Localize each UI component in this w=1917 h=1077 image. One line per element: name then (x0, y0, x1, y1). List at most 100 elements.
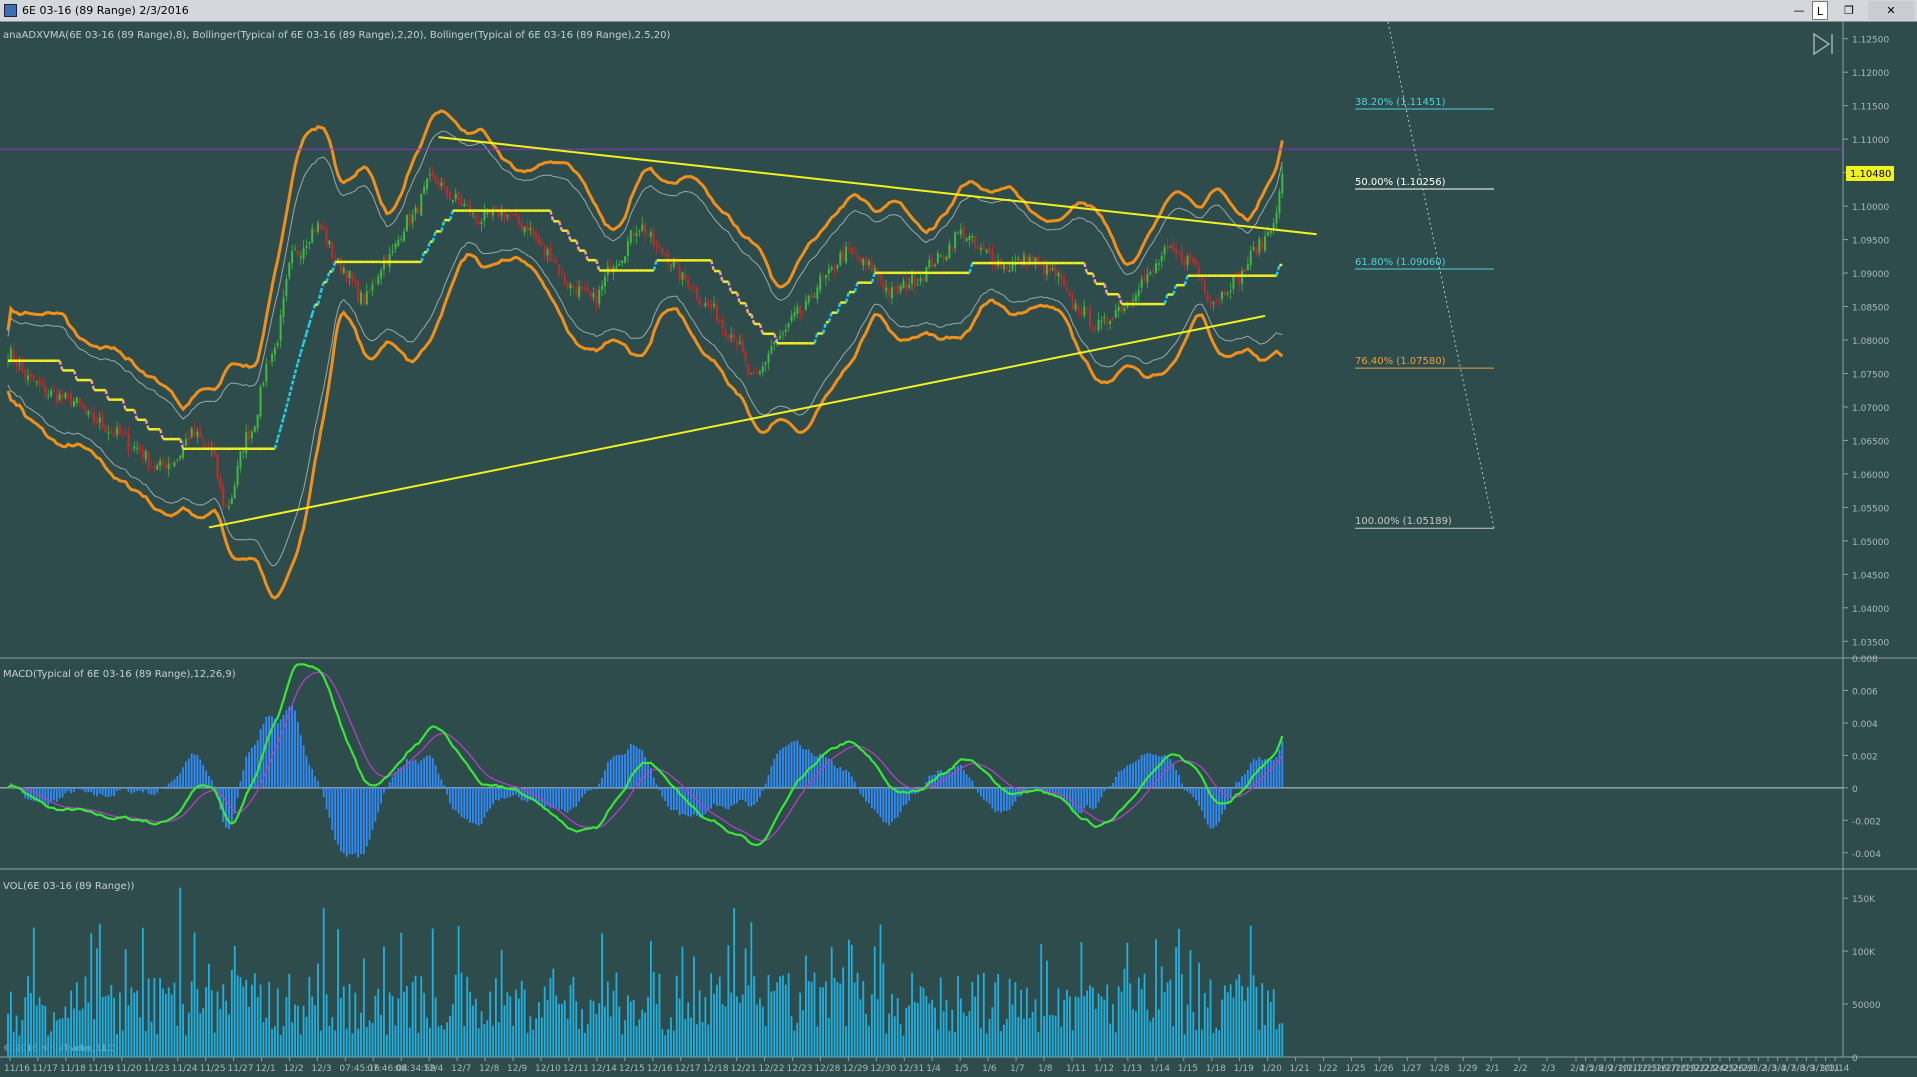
macd-histogram-bar (604, 770, 606, 788)
skip-forward-icon[interactable] (1813, 32, 1833, 56)
candle-body (362, 294, 365, 305)
chart-canvas[interactable]: anaADXVMA(6E 03-16 (89 Range),8), Bollin… (0, 22, 1917, 1077)
macd-histogram-bar (902, 787, 905, 806)
fib-level-label: 38.20% (1.11451) (1355, 97, 1446, 108)
volume-bar (724, 1006, 727, 1057)
macd-histogram-bar (1046, 787, 1048, 792)
minimize-button[interactable]: — (1793, 4, 1805, 17)
macd-histogram-bar (362, 787, 365, 855)
x-axis-label: 2/2 (1513, 1064, 1527, 1074)
adxvma-segment (709, 260, 716, 272)
macd-histogram-bar (1201, 787, 1203, 811)
volume-bar (1206, 1007, 1209, 1057)
volume-bar (1028, 1017, 1031, 1057)
volume-bar (641, 1009, 644, 1057)
candle-body (1261, 241, 1264, 249)
x-axis-label: 12/30 (870, 1064, 896, 1074)
restore-button[interactable]: ❐ (1844, 4, 1854, 17)
candle-body (664, 254, 667, 256)
volume-bar (919, 986, 922, 1057)
volume-bar (1112, 1004, 1114, 1057)
candle-body (345, 270, 348, 279)
volume-bar (1209, 979, 1212, 1057)
volume-bar (1255, 986, 1258, 1057)
volume-bar (196, 988, 199, 1057)
macd-histogram-bar (53, 787, 55, 801)
macd-histogram-bar (540, 787, 543, 805)
macd-histogram-bar (104, 787, 107, 797)
candle-body (397, 239, 400, 247)
macd-histogram-bar (449, 787, 451, 804)
macd-axis-label: 0 (1852, 785, 1858, 795)
x-axis-label: 1/18 (1206, 1064, 1226, 1074)
volume-panel[interactable] (7, 887, 1284, 1057)
volume-bar (1074, 996, 1077, 1057)
macd-histogram-bar (606, 761, 609, 788)
volume-bar (1189, 949, 1192, 1057)
x-axis-label: 2/1 (1485, 1064, 1499, 1074)
x-axis-label: 11/18 (60, 1064, 86, 1074)
adxvma-segment (144, 419, 150, 430)
macd-histogram-bar (1195, 787, 1198, 801)
candle-body (61, 393, 64, 399)
volume-bar (621, 1034, 624, 1057)
candle-body (296, 250, 299, 256)
macd-histogram-bar (836, 768, 839, 788)
macd-histogram-bar (733, 787, 736, 805)
volume-bar (1000, 1031, 1002, 1057)
candle-body (403, 231, 406, 241)
volume-bar (862, 981, 865, 1057)
macd-histogram-bar (357, 787, 360, 858)
x-axis-label: 2/18 (1666, 1064, 1686, 1074)
candle-body (437, 181, 440, 187)
candle-body (529, 227, 532, 231)
candle-body (1269, 230, 1272, 234)
candle-body (451, 199, 454, 202)
copyright-text: © 2016 NinjaTrader, LLC (3, 1044, 114, 1054)
price-panel[interactable]: 38.20% (1.11451) 50.00% (1.10256) 61.80% (… (0, 22, 1843, 600)
volume-bar (908, 1005, 911, 1057)
macd-panel[interactable] (0, 663, 1843, 858)
macd-histogram-bar (308, 764, 311, 788)
macd-histogram-bar (417, 763, 420, 788)
candle-body (911, 274, 914, 284)
volume-bar (741, 994, 744, 1057)
candle-body (271, 354, 274, 362)
volume-bar (1180, 974, 1183, 1057)
macd-histogram-bar (1235, 782, 1238, 788)
close-button[interactable]: ✕ (1868, 1, 1914, 20)
volume-bar (968, 1011, 971, 1057)
volume-bar (1051, 1014, 1054, 1057)
macd-histogram-bar (787, 744, 790, 788)
macd-histogram-bar (974, 787, 977, 788)
macd-histogram-bar (440, 779, 443, 788)
macd-histogram-bar (865, 787, 868, 802)
macd-histogram-bar (563, 787, 566, 812)
volume-bar (12, 1031, 15, 1057)
price-axis-label: 1.12000 (1852, 69, 1889, 79)
volume-bar (451, 1004, 454, 1057)
macd-histogram-bar (64, 787, 67, 794)
volume-bar (187, 1012, 190, 1057)
candle-body (107, 432, 110, 434)
x-axis-label: 08:34:59 (395, 1064, 436, 1074)
candle-body (638, 230, 641, 232)
macd-histogram-bar (899, 787, 902, 813)
adxvma-segment (549, 210, 555, 222)
candle-body (925, 266, 928, 282)
macd-histogram-bar (859, 787, 862, 795)
x-axis-label: 11/24 (172, 1064, 198, 1074)
macd-histogram-bar (130, 787, 133, 794)
volume-bar (1097, 993, 1100, 1057)
volume-bar (827, 1017, 830, 1057)
candle-body (1100, 320, 1103, 322)
candle-body (225, 505, 228, 507)
candle-body (1192, 257, 1195, 263)
link-button[interactable]: L (1812, 1, 1828, 20)
volume-bar (813, 972, 816, 1057)
adxvma-segment (290, 372, 297, 385)
macd-histogram-bar (317, 780, 319, 788)
volume-bar (1034, 999, 1037, 1057)
macd-histogram-bar (1189, 787, 1192, 794)
candle-body (936, 253, 939, 264)
